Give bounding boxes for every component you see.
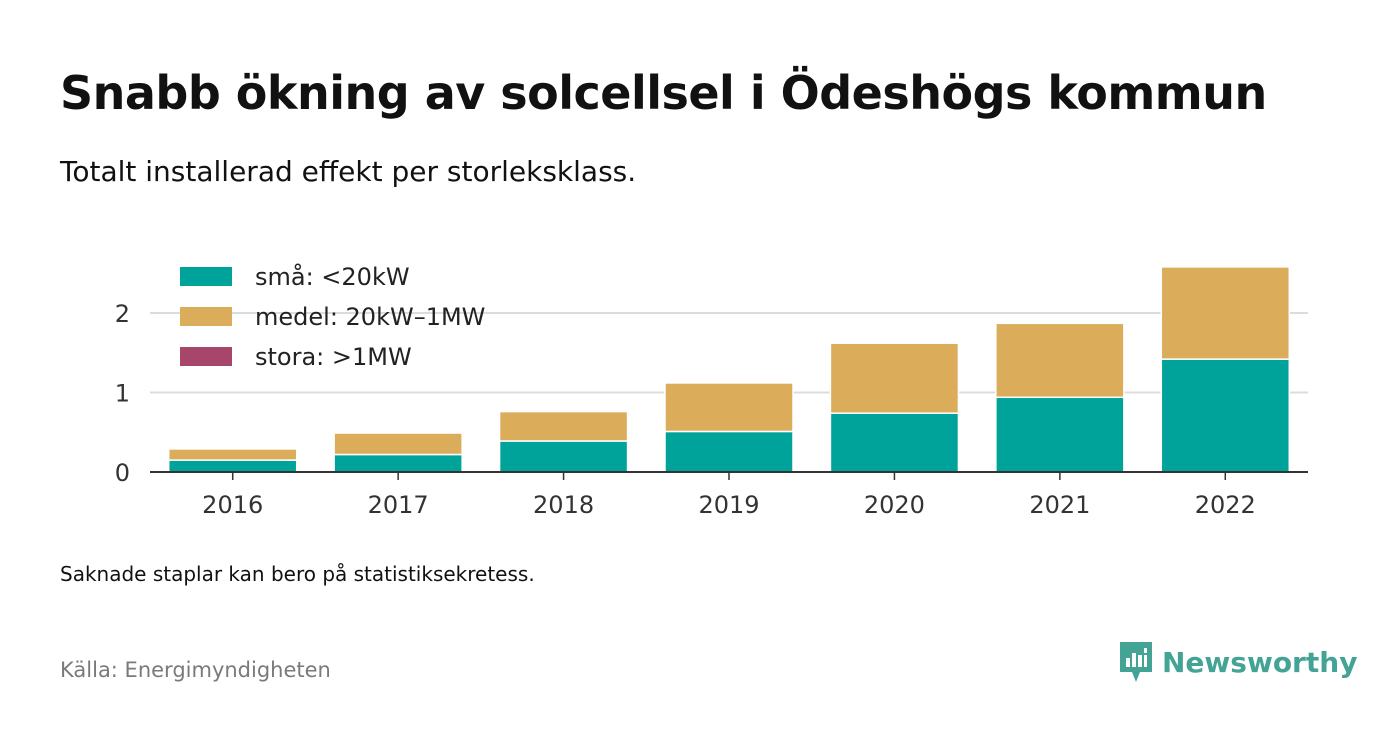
y-tick-label: 0: [115, 459, 130, 487]
bar-segment: [829, 342, 960, 414]
bar-segment: [995, 396, 1125, 473]
brand-logo: Newsworthy: [1118, 640, 1357, 684]
y-tick-label: 1: [115, 380, 130, 408]
bar-segment: [829, 412, 960, 473]
chart-subtitle: Totalt installerad effekt per storlekskl…: [60, 155, 637, 188]
bar-segment: [1160, 358, 1291, 473]
legend-label: små: <20kW: [255, 262, 410, 291]
brand-name: Newsworthy: [1162, 645, 1358, 679]
bars: [167, 266, 1291, 473]
legend-swatch: [180, 307, 232, 326]
bar-segment: [333, 453, 463, 473]
x-tick-label: 2016: [202, 491, 263, 519]
x-tick-label: 2021: [1029, 491, 1090, 519]
bar-segment: [498, 440, 629, 473]
x-tick-label: 2017: [368, 491, 429, 519]
legend-swatch: [180, 267, 232, 286]
chart-title: Snabb ökning av solcellsel i Ödeshögs ko…: [60, 66, 1267, 120]
newsworthy-logo-icon: [1120, 642, 1152, 682]
x-tick-label: 2020: [864, 491, 925, 519]
y-tick-label: 2: [115, 300, 130, 328]
bar-segment: [167, 459, 298, 473]
footnote: Saknade staplar kan bero på statistiksek…: [60, 562, 535, 586]
legend: små: <20kW medel: 20kW–1MW stora: >1MW: [180, 262, 485, 371]
x-tick-label: 2022: [1195, 491, 1256, 519]
bar-segment: [995, 322, 1125, 399]
bar-chart: 0 1 2 2016 2017 2018 2019 2020 2021 2022 små: <2…: [115, 262, 1308, 519]
x-axis: 2016 2017 2018 2019 2020 2021 2022: [150, 471, 1308, 519]
bar-segment: [498, 410, 629, 442]
x-tick-label: 2019: [698, 491, 759, 519]
bar-segment: [664, 430, 794, 473]
source-credit: Källa: Energimyndigheten: [60, 658, 331, 682]
legend-label: stora: >1MW: [255, 343, 412, 371]
bar-segment: [167, 448, 298, 461]
legend-swatch: [180, 347, 232, 366]
bar-segment: [664, 382, 794, 433]
bar-segment: [333, 432, 463, 456]
legend-label: medel: 20kW–1MW: [255, 303, 485, 331]
bar-segment: [1160, 266, 1291, 360]
x-tick-label: 2018: [533, 491, 594, 519]
